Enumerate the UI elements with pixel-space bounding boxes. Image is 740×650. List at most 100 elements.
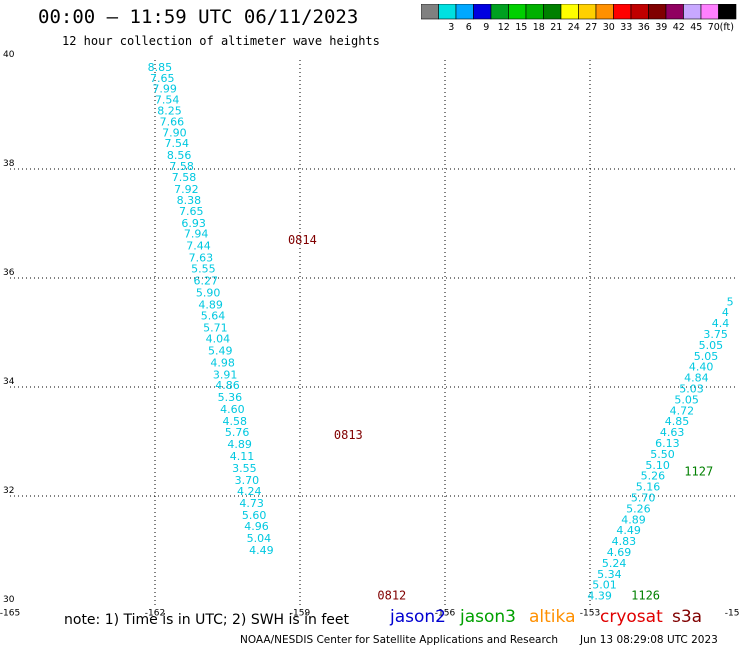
mission-s3a: s3a [672, 607, 703, 627]
swh-data-point: 8.38 [177, 194, 202, 207]
swh-data-point: 5.16 [636, 481, 661, 494]
swh-data-point: 4.04 [206, 332, 231, 345]
swh-data-point: 4.89 [198, 299, 223, 312]
swh-data-point: 5.10 [645, 459, 670, 472]
swh-data-point: 5.03 [679, 382, 704, 395]
swh-data-point: 4.89 [227, 438, 252, 451]
swh-data-point: 5.26 [641, 470, 666, 483]
pass-time-label: 0813 [334, 428, 363, 442]
swh-data-point: 8.56 [167, 149, 192, 162]
legend-tick-label: 3 [448, 22, 454, 33]
swh-data-point: 7.58 [172, 171, 197, 184]
swh-data-point: 6.93 [181, 217, 206, 230]
x-tick-label: -150 [725, 609, 740, 619]
swh-data-point: 4.39 [587, 590, 612, 603]
swh-data-point: 4.69 [607, 546, 632, 559]
swh-data-point: 7.44 [186, 240, 211, 253]
swh-data-point: 3.75 [703, 328, 728, 341]
swh-data-point: 4.84 [684, 372, 709, 385]
swh-data-point: 5 [727, 295, 734, 308]
swh-data-point: 3.70 [235, 474, 260, 487]
legend-tick-label: 30 [603, 22, 615, 33]
swh-data-point: 7.66 [160, 115, 185, 128]
swh-data-point: 5.90 [196, 287, 221, 300]
swh-data-point: 7.54 [165, 137, 190, 150]
mission-jason3: jason3 [460, 607, 516, 627]
swh-data-point: 7.99 [152, 83, 177, 96]
swh-data-point: 4.89 [621, 513, 646, 526]
swh-data-point: 4.85 [665, 415, 690, 428]
swh-data-point: 4.98 [210, 356, 235, 369]
x-tick-label: -159 [290, 609, 311, 619]
swh-data-point: 4.96 [244, 520, 269, 533]
swh-data-point: 5.24 [602, 557, 627, 570]
swh-data-point: 5.05 [694, 350, 719, 363]
swh-data-point: 3.55 [232, 462, 257, 475]
legend-tick-label: 33 [620, 22, 632, 33]
legend-tick-label: 9 [483, 22, 489, 33]
chart-title: 00:00 – 11:59 UTC 06/11/2023 [38, 6, 359, 28]
swh-data-point: 4.58 [223, 415, 248, 428]
color-scale-legend: 3 6 9 12 15 18 21 24 27 30 33 36 39 42 45 70 (ft) [421, 4, 737, 33]
y-tick-label: 34 [3, 377, 15, 387]
swh-data-point: 4.24 [237, 485, 262, 498]
x-tick-label: -162 [145, 609, 165, 619]
swh-data-point: 5.60 [242, 509, 267, 522]
swh-data-point: 6.13 [655, 437, 680, 450]
pass-time-label: 1127 [684, 464, 713, 478]
legend-tick-label: 18 [533, 22, 545, 33]
y-tick-label: 40 [3, 50, 15, 60]
swh-data-point: 7.92 [174, 183, 199, 196]
legend-tick-label: 21 [550, 22, 562, 33]
legend-tick-label: 39 [655, 22, 667, 33]
swh-data-point: 8.25 [157, 105, 182, 118]
swh-data-point: 5.70 [631, 491, 656, 504]
x-tick-label: -165 [0, 609, 20, 619]
footer-credit: NOAA/NESDIS Center for Satellite Applica… [240, 634, 558, 646]
swh-data-point: 5.26 [626, 502, 651, 515]
mission-altika: altika [529, 607, 576, 627]
y-tick-label: 32 [3, 486, 14, 496]
swh-data-point: 5.64 [201, 309, 226, 322]
legend-tick-label: 15 [515, 22, 527, 33]
swh-data-point: 6.27 [194, 275, 219, 288]
swh-data-point: 4 [722, 306, 729, 319]
swh-data-point: 7.90 [162, 126, 187, 139]
x-tick-label: -156 [435, 609, 456, 619]
swh-data-point: 5.55 [191, 263, 216, 276]
swh-data-point: 5.34 [597, 568, 622, 581]
legend-swatch [718, 4, 737, 20]
swh-data-point: 4.49 [616, 524, 641, 537]
y-tick-label: 30 [3, 595, 15, 605]
legend-tick-label: 12 [498, 22, 510, 33]
swh-data-point: 5.04 [247, 532, 272, 545]
legend-tick-label: 6 [466, 22, 472, 33]
legend-tick-label: 27 [585, 22, 597, 33]
swh-data-point: 4.49 [249, 544, 274, 557]
swh-data-point: 5.05 [699, 339, 724, 352]
swh-data-point: 4.83 [612, 535, 637, 548]
swh-data-point: 7.58 [169, 160, 194, 173]
swh-data-point: 7.94 [184, 228, 209, 241]
chart-subtitle: 12 hour collection of altimeter wave hei… [62, 34, 380, 48]
swh-data-point: 5.01 [592, 579, 617, 592]
swh-data-point: 4.4 [712, 317, 730, 330]
swh-data-point: 5.49 [208, 344, 233, 357]
legend-tick-label: 24 [568, 22, 580, 33]
footer-note: note: 1) Time is in UTC; 2) SWH is in fe… [64, 612, 350, 628]
legend-tick-label: 36 [638, 22, 650, 33]
pass-time-label: 1126 [631, 589, 660, 603]
swh-data-point: 7.54 [155, 94, 180, 107]
legend-tick-label: 45 [690, 22, 702, 33]
swh-data-point: 5.76 [225, 426, 250, 439]
swh-data-point: 4.63 [660, 426, 685, 439]
swh-data-point: 7.65 [150, 72, 175, 85]
swh-data-point: 5.71 [203, 321, 228, 334]
swh-data-point: 5.50 [650, 448, 675, 461]
swh-data-point: 4.11 [230, 450, 255, 463]
y-tick-label: 36 [3, 268, 15, 278]
swh-data-point: 4.40 [689, 361, 714, 374]
mission-jason2: jason2 [390, 607, 446, 627]
swh-data-point: 3.91 [213, 368, 238, 381]
